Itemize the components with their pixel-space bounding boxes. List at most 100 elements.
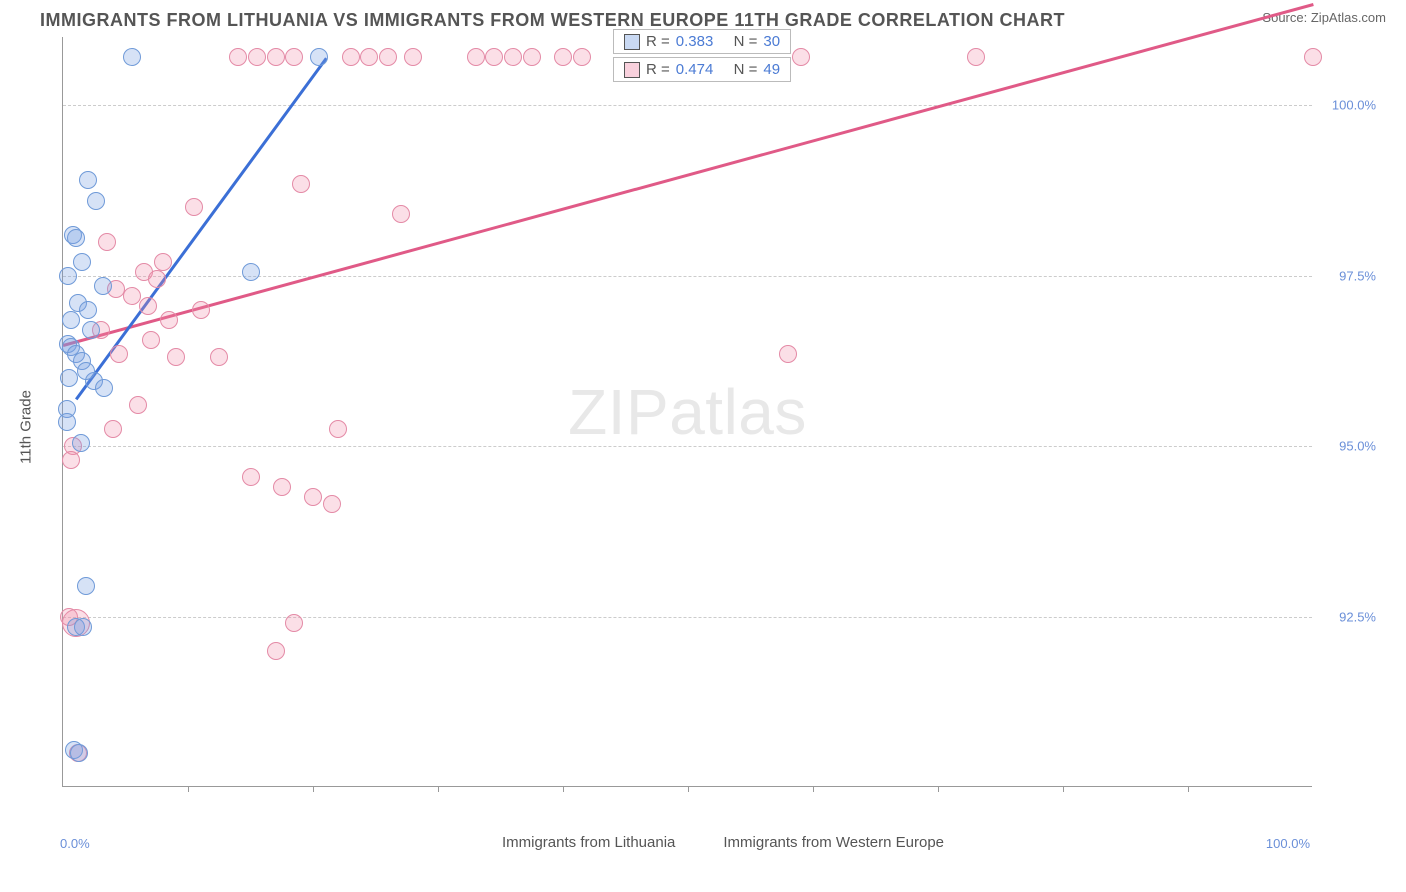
x-tick: [938, 786, 939, 792]
point-series-b: [123, 287, 141, 305]
point-series-b: [285, 614, 303, 632]
legend-label-a: Immigrants from Lithuania: [502, 834, 675, 851]
x-tick: [1188, 786, 1189, 792]
point-series-b: [285, 48, 303, 66]
point-series-a: [74, 618, 92, 636]
point-series-b: [292, 175, 310, 193]
plot-area: ZIPatlas 92.5%95.0%97.5%100.0%R = 0.383 …: [62, 37, 1312, 787]
x-tick: [813, 786, 814, 792]
watermark-light: atlas: [669, 376, 807, 448]
gridline-h: [63, 617, 1312, 618]
point-series-b: [504, 48, 522, 66]
point-series-b: [379, 48, 397, 66]
point-series-b: [779, 345, 797, 363]
point-series-b: [210, 348, 228, 366]
watermark-bold: ZIP: [568, 376, 669, 448]
point-series-b: [129, 396, 147, 414]
point-series-a: [58, 413, 76, 431]
point-series-b: [139, 297, 157, 315]
watermark: ZIPatlas: [568, 375, 807, 449]
chart-container: IMMIGRANTS FROM LITHUANIA VS IMMIGRANTS …: [10, 10, 1396, 882]
point-series-a: [79, 171, 97, 189]
stats-legend-series-a: R = 0.383 N = 30: [613, 29, 791, 54]
x-tick: [438, 786, 439, 792]
point-series-a: [77, 362, 95, 380]
point-series-b: [154, 253, 172, 271]
x-tick: [688, 786, 689, 792]
point-series-a: [79, 301, 97, 319]
stat-n-value: 30: [763, 33, 780, 50]
point-series-b: [967, 48, 985, 66]
point-series-b: [404, 48, 422, 66]
y-tick-label: 100.0%: [1332, 98, 1376, 113]
point-series-b: [467, 48, 485, 66]
y-tick-label: 95.0%: [1339, 439, 1376, 454]
y-tick-label: 92.5%: [1339, 609, 1376, 624]
legend-label-b: Immigrants from Western Europe: [723, 834, 944, 851]
point-series-a: [77, 577, 95, 595]
point-series-b: [148, 270, 166, 288]
point-series-b: [485, 48, 503, 66]
point-series-a: [70, 744, 88, 762]
point-series-b: [110, 345, 128, 363]
point-series-b: [104, 420, 122, 438]
point-series-b: [1304, 48, 1322, 66]
legend-swatch-a: [624, 34, 640, 50]
point-series-b: [192, 301, 210, 319]
point-series-b: [304, 488, 322, 506]
point-series-a: [62, 311, 80, 329]
point-series-b: [229, 48, 247, 66]
chart-title: IMMIGRANTS FROM LITHUANIA VS IMMIGRANTS …: [40, 10, 1065, 31]
point-series-b: [62, 451, 80, 469]
point-series-a: [72, 434, 90, 452]
point-series-b: [98, 233, 116, 251]
point-series-b: [273, 478, 291, 496]
point-series-b: [267, 642, 285, 660]
point-series-b: [323, 495, 341, 513]
point-series-b: [167, 348, 185, 366]
plot-wrap: 11th Grade ZIPatlas 92.5%95.0%97.5%100.0…: [62, 37, 1376, 817]
gridline-h: [63, 105, 1312, 106]
point-series-a: [123, 48, 141, 66]
stat-n-label: N =: [734, 61, 758, 78]
point-series-a: [242, 263, 260, 281]
point-series-a: [94, 277, 112, 295]
point-series-a: [87, 192, 105, 210]
stats-legend-series-b: R = 0.474 N = 49: [613, 57, 791, 82]
legend-item-series-a: Immigrants from Lithuania: [494, 834, 675, 851]
point-series-a: [59, 267, 77, 285]
point-series-b: [142, 331, 160, 349]
x-tick: [1063, 786, 1064, 792]
stat-n-value: 49: [763, 61, 780, 78]
stat-n-label: N =: [734, 33, 758, 50]
point-series-a: [67, 229, 85, 247]
point-series-b: [160, 311, 178, 329]
x-tick: [313, 786, 314, 792]
legend-item-series-b: Immigrants from Western Europe: [715, 834, 944, 851]
point-series-a: [95, 379, 113, 397]
point-series-b: [392, 205, 410, 223]
point-series-b: [342, 48, 360, 66]
x-tick: [188, 786, 189, 792]
point-series-b: [248, 48, 266, 66]
point-series-b: [554, 48, 572, 66]
stat-r-label: R =: [646, 61, 670, 78]
y-axis-title: 11th Grade: [18, 390, 35, 464]
stat-r-value: 0.383: [676, 33, 714, 50]
point-series-b: [573, 48, 591, 66]
point-series-b: [185, 198, 203, 216]
legend-swatch-b: [624, 62, 640, 78]
stat-r-value: 0.474: [676, 61, 714, 78]
point-series-b: [523, 48, 541, 66]
y-tick-label: 97.5%: [1339, 268, 1376, 283]
point-series-b: [329, 420, 347, 438]
gridline-h: [63, 446, 1312, 447]
stat-r-label: R =: [646, 33, 670, 50]
bottom-legend: Immigrants from Lithuania Immigrants fro…: [62, 834, 1376, 851]
point-series-b: [792, 48, 810, 66]
point-series-b: [267, 48, 285, 66]
point-series-a: [82, 321, 100, 339]
point-series-b: [242, 468, 260, 486]
point-series-a: [73, 253, 91, 271]
source-value: ZipAtlas.com: [1311, 10, 1386, 25]
